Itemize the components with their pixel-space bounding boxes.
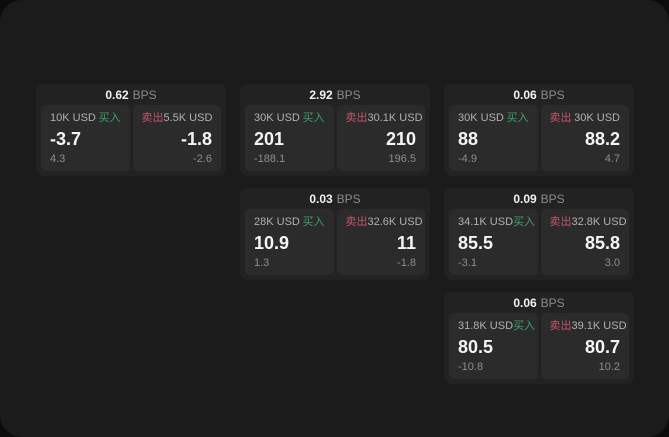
bps-unit-label: BPS	[540, 191, 565, 206]
bps-unit-label: BPS	[336, 191, 361, 206]
bps-header: 0.06 BPS	[449, 292, 629, 313]
buy-delta: -188.1	[254, 153, 286, 165]
sell-amount: 32.6K USD	[367, 216, 423, 228]
sell-panel[interactable]: 卖出 5.5K USD -1.8 -2.6	[132, 105, 221, 171]
sell-amount: 32.8K USD	[571, 216, 627, 228]
sell-price: 11	[396, 232, 416, 253]
sell-side-label: 卖出	[549, 112, 572, 124]
buy-panel[interactable]: 28K USD 买入 10.9 1.3	[245, 209, 334, 275]
sell-delta: 4.7	[604, 153, 620, 165]
bps-header: 0.03 BPS	[245, 188, 425, 209]
buy-price: -3.7	[50, 128, 82, 149]
sell-side-label: 卖出	[345, 112, 368, 124]
quote-card: 2.92 BPS 30K USD 买入 201 -188.1 卖出 30.1K …	[240, 84, 430, 176]
bps-value: 0.03	[309, 191, 333, 206]
buy-price: 80.5	[458, 336, 494, 357]
sell-delta: 196.5	[388, 153, 416, 165]
bps-unit-label: BPS	[540, 295, 565, 310]
sell-panel[interactable]: 卖出 30.1K USD 210 196.5	[336, 105, 425, 171]
quote-card: 0.06 BPS 30K USD 买入 88 -4.9 卖出 30K USD	[444, 84, 634, 176]
buy-side-label: 买入	[506, 112, 529, 124]
buy-delta: -4.9	[458, 153, 477, 165]
sell-side-label: 卖出	[141, 112, 164, 124]
buy-panel[interactable]: 30K USD 买入 88 -4.9	[449, 105, 538, 171]
sell-delta: -2.6	[193, 153, 212, 165]
sell-amount: 30.1K USD	[367, 112, 423, 124]
buy-amount: 10K USD	[50, 112, 96, 124]
buy-panel[interactable]: 30K USD 买入 201 -188.1	[245, 105, 334, 171]
buy-panel[interactable]: 34.1K USD 买入 85.5 -3.1	[449, 209, 538, 275]
quote-column-1: 0.62 BPS 10K USD 买入 -3.7 4.3 卖出 5.5K USD	[36, 84, 226, 176]
sell-panel[interactable]: 卖出 30K USD 88.2 4.7	[540, 105, 629, 171]
sell-side-label: 卖出	[549, 320, 572, 332]
quote-card: 0.03 BPS 28K USD 买入 10.9 1.3 卖出 32.6K US…	[240, 188, 430, 280]
buy-side-label: 买入	[513, 320, 536, 332]
sell-side-label: 卖出	[345, 216, 368, 228]
bps-value: 0.62	[105, 87, 129, 102]
sell-delta: 3.0	[604, 257, 620, 269]
quote-card: 0.09 BPS 34.1K USD 买入 85.5 -3.1 卖出 32.8K…	[444, 188, 634, 280]
buy-side-label: 买入	[302, 112, 325, 124]
bps-unit-label: BPS	[132, 87, 157, 102]
buy-side-label: 买入	[98, 112, 121, 124]
buy-side-label: 买入	[513, 216, 536, 228]
bps-value: 0.09	[513, 191, 537, 206]
bps-value: 0.06	[513, 295, 537, 310]
buy-panel[interactable]: 10K USD 买入 -3.7 4.3	[41, 105, 130, 171]
sell-price: 210	[385, 128, 416, 149]
buy-amount: 31.8K USD	[458, 320, 514, 332]
quote-column-2: 2.92 BPS 30K USD 买入 201 -188.1 卖出 30.1K …	[240, 84, 430, 280]
buy-price: 88	[458, 128, 479, 149]
quote-column-3: 0.06 BPS 30K USD 买入 88 -4.9 卖出 30K USD	[444, 84, 634, 384]
quote-card: 0.62 BPS 10K USD 买入 -3.7 4.3 卖出 5.5K USD	[36, 84, 226, 176]
buy-price: 10.9	[254, 232, 290, 253]
quote-card: 0.06 BPS 31.8K USD 买入 80.5 -10.8 卖出 39.1…	[444, 292, 634, 384]
bps-header: 0.09 BPS	[449, 188, 629, 209]
buy-price: 201	[254, 128, 285, 149]
sell-delta: -1.8	[397, 257, 416, 269]
buy-panel[interactable]: 31.8K USD 买入 80.5 -10.8	[449, 313, 538, 379]
sell-side-label: 卖出	[549, 216, 572, 228]
bps-value: 2.92	[309, 87, 333, 102]
sell-price: 88.2	[584, 128, 620, 149]
buy-delta: -10.8	[458, 361, 484, 373]
buy-delta: -3.1	[458, 257, 477, 269]
buy-delta: 4.3	[50, 153, 66, 165]
bps-unit-label: BPS	[336, 87, 361, 102]
bps-header: 0.62 BPS	[41, 84, 221, 105]
buy-delta: 1.3	[254, 257, 270, 269]
buy-amount: 34.1K USD	[458, 216, 514, 228]
sell-price: 85.8	[584, 232, 620, 253]
buy-amount: 28K USD	[254, 216, 300, 228]
buy-amount: 30K USD	[458, 112, 504, 124]
sell-panel[interactable]: 卖出 32.8K USD 85.8 3.0	[540, 209, 629, 275]
sell-amount: 30K USD	[574, 112, 620, 124]
bps-header: 2.92 BPS	[245, 84, 425, 105]
sell-price: -1.8	[180, 128, 212, 149]
bps-header: 0.06 BPS	[449, 84, 629, 105]
sell-amount: 5.5K USD	[163, 112, 213, 124]
buy-amount: 30K USD	[254, 112, 300, 124]
sell-panel[interactable]: 卖出 39.1K USD 80.7 10.2	[540, 313, 629, 379]
buy-price: 85.5	[458, 232, 494, 253]
bps-unit-label: BPS	[540, 87, 565, 102]
sell-price: 80.7	[584, 336, 620, 357]
bps-value: 0.06	[513, 87, 537, 102]
sell-amount: 39.1K USD	[571, 320, 627, 332]
buy-side-label: 买入	[302, 216, 325, 228]
sell-panel[interactable]: 卖出 32.6K USD 11 -1.8	[336, 209, 425, 275]
sell-delta: 10.2	[598, 361, 620, 373]
